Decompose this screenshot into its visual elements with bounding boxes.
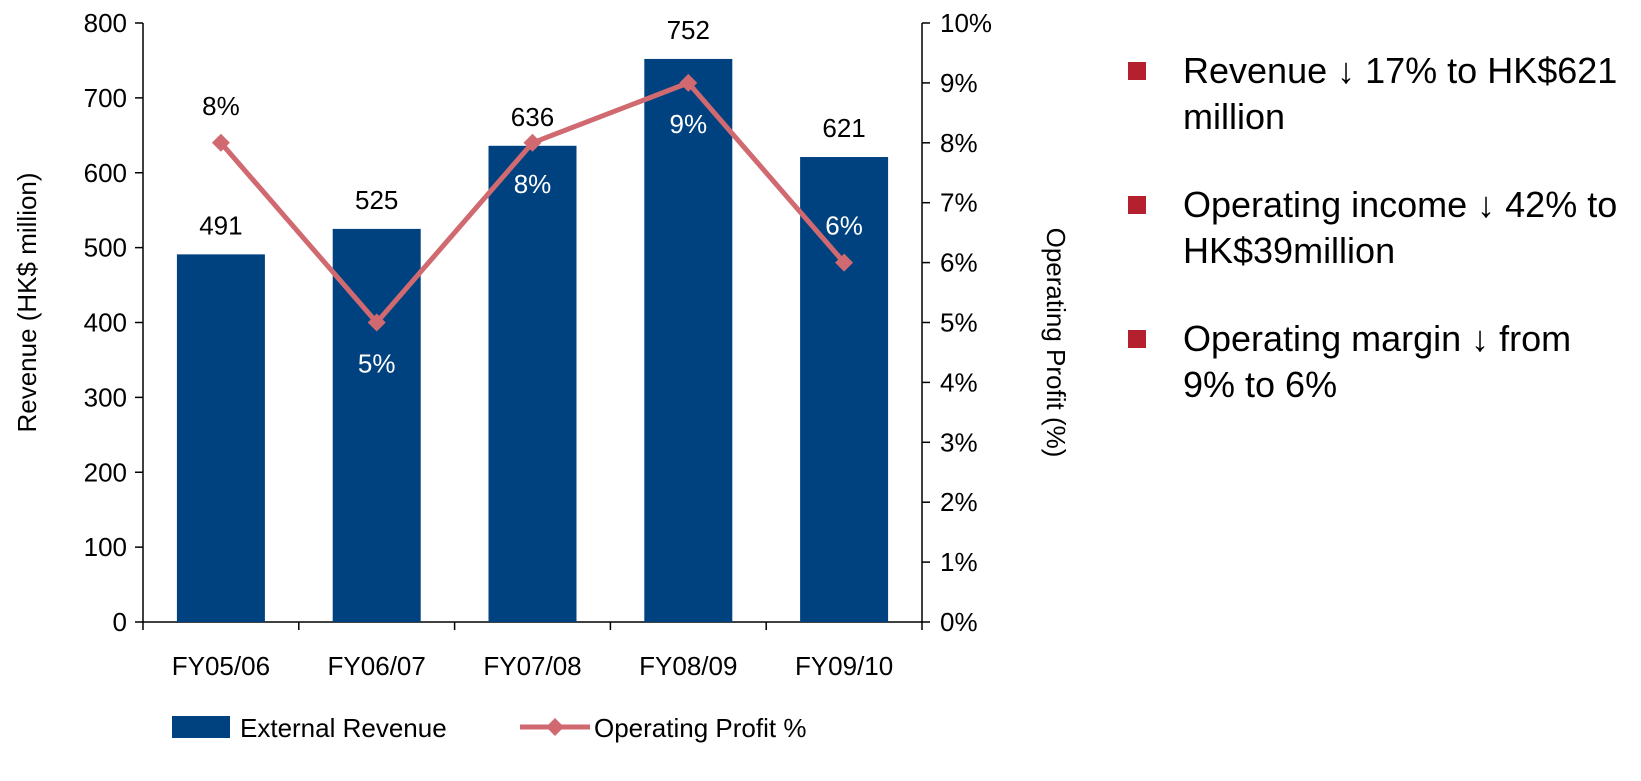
y2-tick-label: 2% bbox=[940, 487, 978, 517]
bar-data-label: 752 bbox=[667, 15, 710, 45]
y-tick-label: 100 bbox=[84, 532, 127, 562]
bar-data-label: 491 bbox=[199, 210, 242, 240]
y-tick-label: 600 bbox=[84, 158, 127, 188]
combo-chart: 0 100 200 300 400 500 600 700 800 0% 1% 2% 3% 4% 5% 6% 7… bbox=[12, 8, 1071, 743]
x-tick-label: FY07/08 bbox=[483, 651, 581, 681]
y-tick-label: 0 bbox=[113, 607, 127, 637]
y-tick-label: 400 bbox=[84, 308, 127, 338]
y2-tick-label: 3% bbox=[940, 427, 978, 457]
bullet-operating-income: Operating income ↓ 42% to HK$39million bbox=[1128, 182, 1628, 274]
line-data-label: 8% bbox=[202, 91, 240, 121]
y-tick-label: 700 bbox=[84, 83, 127, 113]
bullet-revenue: Revenue ↓ 17% to HK$621 million bbox=[1128, 48, 1628, 140]
square-bullet-icon bbox=[1128, 62, 1146, 80]
legend-swatch-marker bbox=[546, 718, 564, 736]
y2-tick-label: 4% bbox=[940, 367, 978, 397]
bar bbox=[644, 58, 733, 622]
square-bullet-icon bbox=[1128, 196, 1146, 214]
bar-data-label: 636 bbox=[511, 102, 554, 132]
highlights-list: Revenue ↓ 17% to HK$621 million Operatin… bbox=[1128, 48, 1628, 450]
bar bbox=[800, 157, 889, 622]
square-bullet-icon bbox=[1128, 330, 1146, 348]
y-axis-title: Revenue (HK$ million) bbox=[12, 172, 42, 432]
y2-tick-label: 10% bbox=[940, 8, 992, 38]
line-data-label: 8% bbox=[514, 169, 552, 199]
line-point bbox=[523, 133, 542, 152]
y2-tick-label: 5% bbox=[940, 308, 978, 338]
y-tick-label: 500 bbox=[84, 233, 127, 263]
bar bbox=[176, 254, 265, 622]
bar-data-label: 621 bbox=[822, 113, 865, 143]
x-tick-label: FY09/10 bbox=[795, 651, 893, 681]
x-tick-label: FY06/07 bbox=[328, 651, 426, 681]
x-tick-label: FY05/06 bbox=[172, 651, 270, 681]
y-tick-label: 800 bbox=[84, 8, 127, 38]
y2-tick-label: 6% bbox=[940, 248, 978, 278]
line-point bbox=[679, 73, 698, 92]
y2-axis-title: Operating Profit (%) bbox=[1041, 228, 1071, 458]
bar bbox=[332, 228, 421, 622]
bullet-text: Revenue ↓ 17% to HK$621 million bbox=[1183, 50, 1618, 137]
x-tick-label: FY08/09 bbox=[639, 651, 737, 681]
y2-tick-label: 0% bbox=[940, 607, 978, 637]
line-point bbox=[211, 133, 230, 152]
y2-tick-label: 1% bbox=[940, 547, 978, 577]
bullet-operating-margin: Operating margin ↓ from 9% to 6% bbox=[1128, 316, 1628, 408]
bar bbox=[488, 145, 577, 623]
bar-data-label: 525 bbox=[355, 185, 398, 215]
line-data-label: 5% bbox=[358, 349, 396, 379]
line-point bbox=[835, 253, 854, 272]
line-data-label: 6% bbox=[825, 211, 863, 241]
y2-tick-label: 7% bbox=[940, 188, 978, 218]
legend-label: External Revenue bbox=[240, 713, 447, 743]
bullet-text: Operating income ↓ 42% to HK$39million bbox=[1183, 184, 1618, 271]
legend-swatch-bar bbox=[172, 716, 230, 738]
y-tick-label: 300 bbox=[84, 382, 127, 412]
y2-tick-label: 8% bbox=[940, 128, 978, 158]
legend-label: Operating Profit % bbox=[594, 713, 806, 743]
line-point bbox=[367, 313, 386, 332]
y-tick-label: 200 bbox=[84, 457, 127, 487]
y2-tick-label: 9% bbox=[940, 68, 978, 98]
bullet-text: Operating margin ↓ from 9% to 6% bbox=[1183, 318, 1572, 405]
line-data-label: 9% bbox=[670, 109, 708, 139]
